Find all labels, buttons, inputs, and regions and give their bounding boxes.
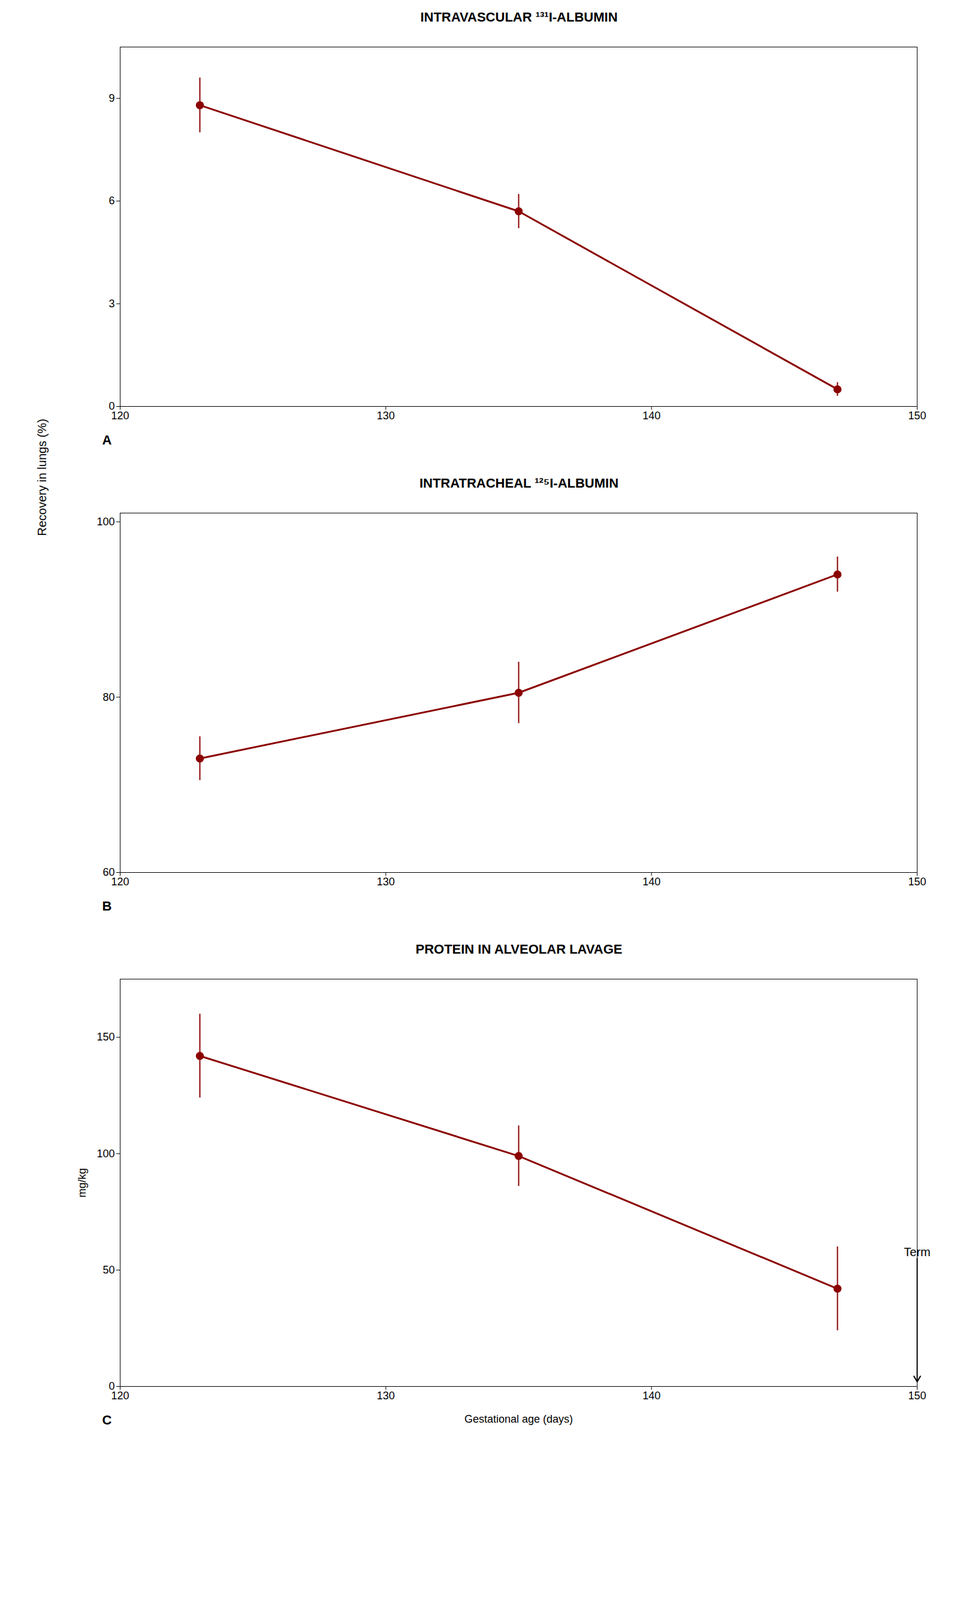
svg-text:100: 100 xyxy=(96,515,115,528)
svg-text:130: 130 xyxy=(376,409,395,422)
html-text:Recovery in lungs (%): Recovery in lungs (%) xyxy=(35,419,49,537)
svg-text:mg/kg: mg/kg xyxy=(76,1168,89,1198)
svg-text:0: 0 xyxy=(108,1380,115,1393)
svg-text:Gestational age (days): Gestational age (days) xyxy=(464,1413,573,1426)
svg-text:100: 100 xyxy=(96,1148,115,1161)
svg-text:150: 150 xyxy=(907,876,926,889)
svg-text:0: 0 xyxy=(108,400,115,413)
svg-text:150: 150 xyxy=(907,1390,926,1403)
svg-text:140: 140 xyxy=(642,1390,661,1403)
svg-text:120: 120 xyxy=(110,876,129,889)
svg-text:140: 140 xyxy=(642,409,661,422)
html-text:INTRAVASCULAR ¹³¹I-ALBUMIN: INTRAVASCULAR ¹³¹I-ALBUMIN xyxy=(420,9,618,25)
svg-text:9: 9 xyxy=(108,92,115,105)
svg-text:150: 150 xyxy=(96,1031,115,1044)
svg-text:120: 120 xyxy=(110,1390,129,1403)
html-text:INTRATRACHEAL ¹²⁵I-ALBUMIN: INTRATRACHEAL ¹²⁵I-ALBUMIN xyxy=(419,475,619,491)
svg-text:Term: Term xyxy=(903,1245,931,1260)
svg-text:3: 3 xyxy=(108,297,115,310)
svg-text:80: 80 xyxy=(102,691,115,704)
svg-text:6: 6 xyxy=(108,194,115,207)
svg-text:50: 50 xyxy=(102,1264,115,1277)
svg-text:C: C xyxy=(102,1413,113,1429)
html-text:PROTEIN IN ALVEOLAR LAVAGE: PROTEIN IN ALVEOLAR LAVAGE xyxy=(415,942,623,958)
svg-text:150: 150 xyxy=(907,409,926,422)
svg-text:130: 130 xyxy=(376,876,395,889)
svg-text:130: 130 xyxy=(376,1390,395,1403)
svg-text:140: 140 xyxy=(642,876,661,889)
svg-text:B: B xyxy=(102,898,113,914)
svg-text:120: 120 xyxy=(110,409,129,422)
svg-text:60: 60 xyxy=(102,866,115,879)
svg-text:A: A xyxy=(102,432,113,448)
